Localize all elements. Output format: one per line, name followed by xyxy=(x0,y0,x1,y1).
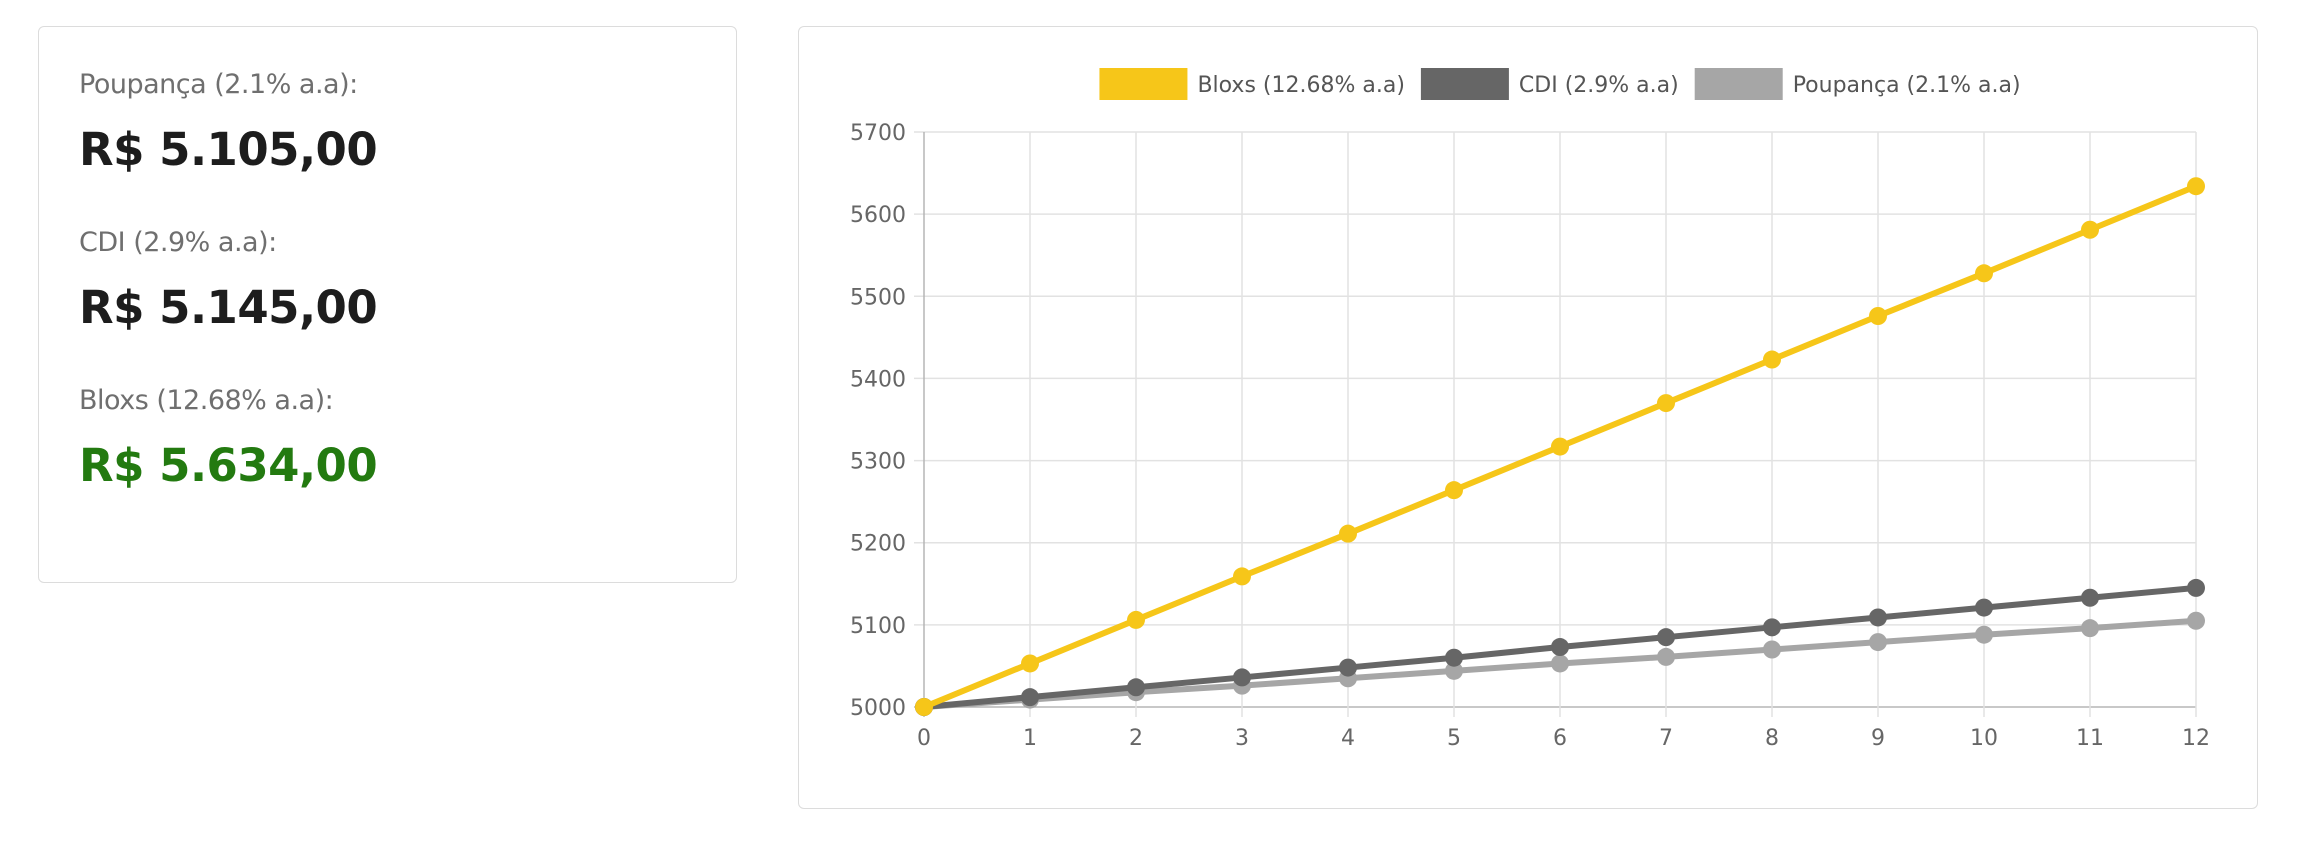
data-point[interactable] xyxy=(2187,177,2205,196)
investment-summary-card: Poupança (2.1% a.a): R$ 5.105,00 CDI (2.… xyxy=(38,26,737,583)
legend-swatch xyxy=(1694,68,1783,100)
data-point[interactable] xyxy=(1233,668,1251,687)
x-tick-label: 11 xyxy=(2076,726,2104,751)
cdi-label: CDI (2.9% a.a): xyxy=(79,227,277,258)
chart-legend[interactable]: Bloxs (12.68% a.a) CDI (2.9% a.a) Poupança… xyxy=(1099,68,2021,100)
data-point[interactable] xyxy=(1551,654,1569,673)
x-tick-label: 7 xyxy=(1659,726,1673,751)
chart-card: 5700 5600 5500 5400 5300 5200 5100 5000 0 1 2 3 4 5 6 7… xyxy=(798,26,2258,809)
data-point[interactable] xyxy=(1869,608,1887,627)
data-point[interactable] xyxy=(1763,618,1781,637)
chart-series xyxy=(915,177,2205,716)
y-tick-label: 5100 xyxy=(850,614,906,639)
y-tick-label: 5400 xyxy=(850,367,906,392)
data-point[interactable] xyxy=(2081,619,2099,638)
data-point[interactable] xyxy=(2081,220,2099,239)
cdi-value: R$ 5.145,00 xyxy=(79,281,378,334)
legend-label: CDI (2.9% a.a) xyxy=(1519,73,1679,98)
data-point[interactable] xyxy=(1551,437,1569,456)
data-point[interactable] xyxy=(1445,481,1463,500)
data-point[interactable] xyxy=(1021,688,1039,707)
x-tick-label: 5 xyxy=(1447,726,1461,751)
y-tick-label: 5500 xyxy=(850,285,906,310)
data-point[interactable] xyxy=(1657,394,1675,413)
y-tick-label: 5200 xyxy=(850,532,906,557)
data-point[interactable] xyxy=(1869,307,1887,325)
legend-label: Bloxs (12.68% a.a) xyxy=(1197,73,1404,98)
legend-swatch xyxy=(1420,68,1509,100)
data-point[interactable] xyxy=(1339,524,1357,543)
x-tick-label: 12 xyxy=(2182,726,2210,751)
data-point[interactable] xyxy=(2081,588,2099,607)
data-point[interactable] xyxy=(1869,633,1887,652)
data-point[interactable] xyxy=(1127,678,1145,697)
x-tick-label: 4 xyxy=(1341,726,1355,751)
x-tick-label: 10 xyxy=(1970,726,1998,751)
legend-item[interactable]: Poupança (2.1% a.a) xyxy=(1694,68,2021,100)
chart-grid xyxy=(914,131,2197,717)
legend-item[interactable]: Bloxs (12.68% a.a) xyxy=(1099,68,1405,100)
bloxs-label: Bloxs (12.68% a.a): xyxy=(79,385,334,416)
x-tick-label: 0 xyxy=(917,726,931,751)
data-point[interactable] xyxy=(1975,598,1993,617)
data-point[interactable] xyxy=(2187,578,2205,597)
y-tick-label: 5000 xyxy=(850,696,906,721)
data-point[interactable] xyxy=(915,698,933,716)
data-point[interactable] xyxy=(1763,640,1781,659)
data-point[interactable] xyxy=(1975,625,1993,644)
poupanca-label: Poupança (2.1% a.a): xyxy=(79,69,358,100)
data-point[interactable] xyxy=(1763,350,1781,369)
data-point[interactable] xyxy=(1657,628,1675,647)
x-tick-label: 2 xyxy=(1129,726,1143,751)
data-point[interactable] xyxy=(1657,647,1675,666)
poupanca-value: R$ 5.105,00 xyxy=(79,123,378,176)
legend-swatch xyxy=(1099,68,1188,100)
x-tick-label: 6 xyxy=(1553,726,1567,751)
data-point[interactable] xyxy=(1021,654,1039,673)
data-point[interactable] xyxy=(1975,264,1993,283)
x-tick-label: 9 xyxy=(1871,726,1885,751)
data-point[interactable] xyxy=(1233,567,1251,586)
legend-item[interactable]: CDI (2.9% a.a) xyxy=(1420,68,1679,100)
x-tick-label: 1 xyxy=(1023,726,1037,751)
data-point[interactable] xyxy=(1445,648,1463,667)
y-tick-label: 5300 xyxy=(850,450,906,475)
legend-label: Poupança (2.1% a.a) xyxy=(1793,73,2021,98)
x-tick-label: 8 xyxy=(1765,726,1779,751)
data-point[interactable] xyxy=(1339,658,1357,677)
data-point[interactable] xyxy=(2187,611,2205,630)
y-tick-label: 5600 xyxy=(850,203,906,228)
data-point[interactable] xyxy=(1445,661,1463,680)
x-tick-label: 3 xyxy=(1235,726,1249,751)
data-point[interactable] xyxy=(1551,638,1569,657)
y-tick-label: 5700 xyxy=(850,121,906,146)
bloxs-value: R$ 5.634,00 xyxy=(79,439,378,492)
data-point[interactable] xyxy=(1127,610,1145,629)
